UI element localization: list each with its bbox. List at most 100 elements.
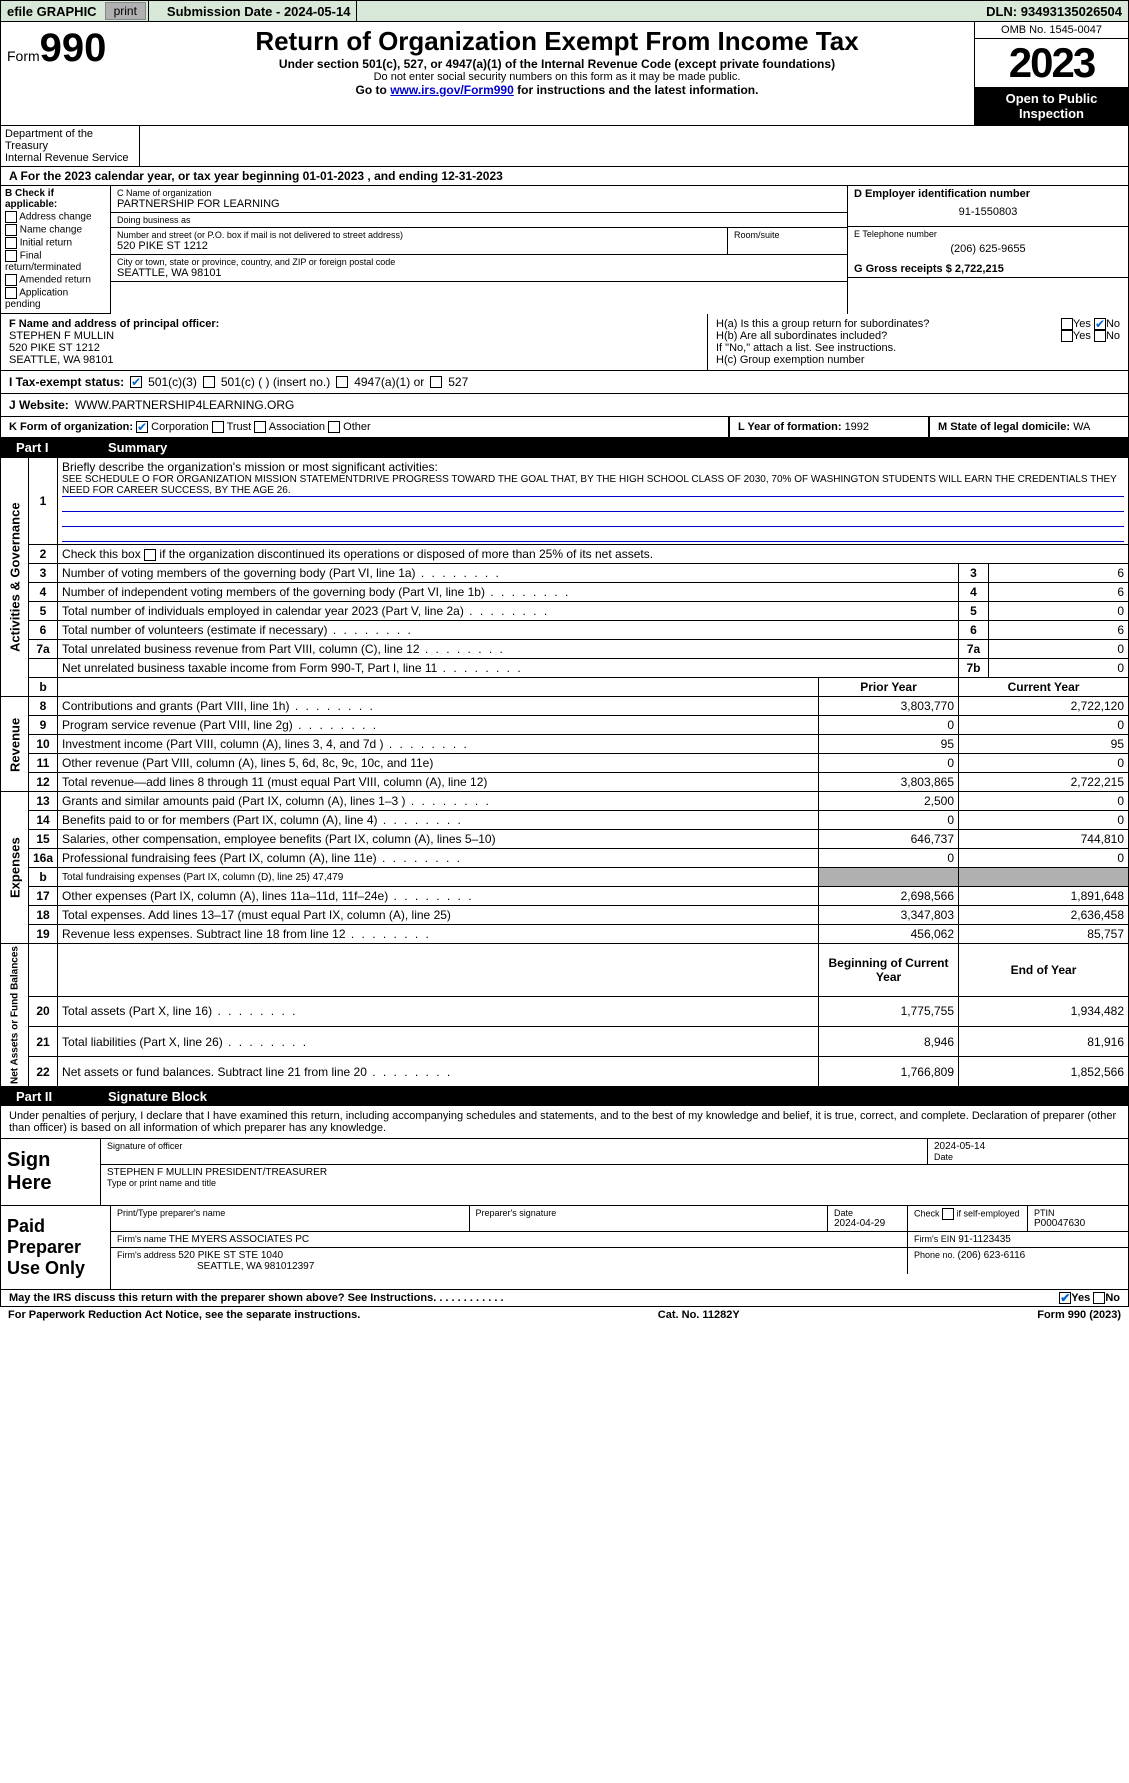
col-b-checkboxes: B Check if applicable: Address change Na…: [1, 186, 111, 314]
side-net-assets: Net Assets or Fund Balances: [1, 944, 29, 1087]
table-row: 10Investment income (Part VIII, column (…: [1, 735, 1129, 754]
side-expenses: Expenses: [1, 792, 29, 944]
chk-initial-return[interactable]: Initial return: [5, 237, 106, 249]
ein: 91-1550803: [854, 200, 1122, 224]
table-row: 3Number of voting members of the governi…: [1, 564, 1129, 583]
form-number-cell: Form990: [0, 22, 140, 126]
summary-table: Activities & Governance 1 Briefly descri…: [0, 457, 1129, 1087]
table-row: 18Total expenses. Add lines 13–17 (must …: [1, 906, 1129, 925]
table-row: Net unrelated business taxable income fr…: [1, 659, 1129, 678]
year-cell: OMB No. 1545-0047 2023 Open to Public In…: [974, 22, 1129, 126]
discuss-no[interactable]: [1093, 1292, 1105, 1304]
org-name: PARTNERSHIP FOR LEARNING: [117, 198, 841, 210]
dept-treasury: Department of the Treasury Internal Reve…: [0, 126, 140, 167]
chk-corporation[interactable]: [136, 421, 148, 433]
table-row: 7aTotal unrelated business revenue from …: [1, 640, 1129, 659]
table-row: 16aProfessional fundraising fees (Part I…: [1, 849, 1129, 868]
principal-officer: F Name and address of principal officer:…: [1, 314, 708, 370]
side-revenue: Revenue: [1, 697, 29, 792]
table-row: 22Net assets or fund balances. Subtract …: [1, 1057, 1129, 1087]
efile-label: efile GRAPHIC: [1, 4, 103, 19]
chk-527[interactable]: [430, 376, 442, 388]
gross-receipts: G Gross receipts $ 2,722,215: [854, 263, 1004, 275]
chk-final-return[interactable]: Final return/terminated: [5, 250, 106, 273]
city-state-zip: SEATTLE, WA 98101: [117, 267, 841, 279]
table-row: 19Revenue less expenses. Subtract line 1…: [1, 925, 1129, 944]
side-activities-governance: Activities & Governance: [1, 458, 29, 697]
open-public-badge: Open to Public Inspection: [975, 87, 1128, 125]
telephone: (206) 625-9655: [854, 239, 1122, 259]
chk-501c[interactable]: [203, 376, 215, 388]
table-row: 9Program service revenue (Part VIII, lin…: [1, 716, 1129, 735]
title-cell: Return of Organization Exempt From Incom…: [140, 22, 974, 126]
chk-address-change[interactable]: Address change: [5, 211, 106, 223]
room-suite-label: Room/suite: [734, 230, 841, 240]
instructions-link: Go to www.irs.gov/Form990 for instructio…: [148, 83, 966, 97]
ptin: P00047630: [1034, 1218, 1122, 1229]
sign-here-label: Sign Here: [1, 1139, 101, 1205]
dln: DLN: 93493135026504: [980, 4, 1128, 19]
table-row: 17Other expenses (Part IX, column (A), l…: [1, 887, 1129, 906]
table-row: 12Total revenue—add lines 8 through 11 (…: [1, 773, 1129, 792]
part1-header: Part I Summary: [0, 438, 1129, 457]
top-bar: efile GRAPHIC print Submission Date - 20…: [0, 0, 1129, 22]
firm-phone: (206) 623-6116: [958, 1250, 1026, 1261]
firm-ein: 91-1123435: [958, 1234, 1011, 1245]
chk-other[interactable]: [328, 421, 340, 433]
sign-date: 2024-05-14: [934, 1141, 1122, 1152]
chk-name-change[interactable]: Name change: [5, 224, 106, 236]
subtitle: Under section 501(c), 527, or 4947(a)(1)…: [148, 57, 966, 71]
group-return-section: H(a) Is this a group return for subordin…: [708, 314, 1128, 370]
omb-number: OMB No. 1545-0047: [975, 22, 1128, 39]
table-row: 11Other revenue (Part VIII, column (A), …: [1, 754, 1129, 773]
street-address: 520 PIKE ST 1212: [117, 240, 721, 252]
end-year-header: End of Year: [959, 944, 1129, 996]
col-c-name-address: C Name of organization PARTNERSHIP FOR L…: [111, 186, 848, 314]
mission-text: SEE SCHEDULE O FOR ORGANIZATION MISSION …: [62, 474, 1124, 497]
form-header: Form990 Return of Organization Exempt Fr…: [0, 22, 1129, 126]
chk-501c3[interactable]: [130, 376, 142, 388]
ssn-warning: Do not enter social security numbers on …: [148, 71, 966, 83]
website-url: WWW.PARTNERSHIP4LEARNING.ORG: [75, 398, 295, 412]
state-domicile: WA: [1073, 421, 1090, 433]
form-page: Form 990 (2023): [1037, 1309, 1121, 1321]
table-row: 15Salaries, other compensation, employee…: [1, 830, 1129, 849]
firm-name: THE MYERS ASSOCIATES PC: [169, 1234, 309, 1245]
org-form-row: K Form of organization: Corporation Trus…: [0, 417, 1129, 438]
table-row: 20Total assets (Part X, line 16)1,775,75…: [1, 996, 1129, 1026]
chk-trust[interactable]: [212, 421, 224, 433]
print-button[interactable]: print: [105, 2, 146, 20]
discuss-row: May the IRS discuss this return with the…: [0, 1290, 1129, 1307]
firm-address: 520 PIKE ST STE 1040: [178, 1250, 283, 1261]
current-year-header: Current Year: [959, 678, 1129, 697]
table-row: 21Total liabilities (Part X, line 26)8,9…: [1, 1026, 1129, 1056]
paid-preparer-label: Paid Preparer Use Only: [1, 1206, 111, 1289]
period-line: A For the 2023 calendar year, or tax yea…: [0, 167, 1129, 186]
part2-header: Part II Signature Block: [0, 1087, 1129, 1106]
footer-row: For Paperwork Reduction Act Notice, see …: [0, 1307, 1129, 1323]
website-row: J Website: WWW.PARTNERSHIP4LEARNING.ORG: [0, 394, 1129, 417]
perjury-statement: Under penalties of perjury, I declare th…: [0, 1106, 1129, 1139]
chk-amended[interactable]: Amended return: [5, 274, 106, 286]
paid-preparer-block: Paid Preparer Use Only Print/Type prepar…: [0, 1206, 1129, 1290]
sign-here-block: Sign Here Signature of officer 2024-05-1…: [0, 1139, 1129, 1206]
beginning-year-header: Beginning of Current Year: [819, 944, 959, 996]
table-row: 5Total number of individuals employed in…: [1, 602, 1129, 621]
table-row: 4Number of independent voting members of…: [1, 583, 1129, 602]
col-d-right: D Employer identification number 91-1550…: [848, 186, 1128, 314]
discuss-yes[interactable]: [1059, 1292, 1071, 1304]
main-title: Return of Organization Exempt From Incom…: [148, 26, 966, 57]
table-row: bTotal fundraising expenses (Part IX, co…: [1, 868, 1129, 887]
chk-app-pending[interactable]: Application pending: [5, 287, 106, 310]
chk-association[interactable]: [254, 421, 266, 433]
submission-date: Submission Date - 2024-05-14: [161, 4, 357, 19]
table-row: 6Total number of volunteers (estimate if…: [1, 621, 1129, 640]
tax-exempt-status-row: I Tax-exempt status: 501(c)(3) 501(c) ( …: [0, 371, 1129, 394]
prior-year-header: Prior Year: [819, 678, 959, 697]
irs-link[interactable]: www.irs.gov/Form990: [390, 83, 514, 97]
officer-name: STEPHEN F MULLIN PRESIDENT/TREASURER: [107, 1167, 1122, 1178]
chk-4947[interactable]: [336, 376, 348, 388]
cat-no: Cat. No. 11282Y: [658, 1309, 740, 1321]
entity-info-grid: B Check if applicable: Address change Na…: [0, 186, 1129, 314]
line-2: Check this box if the organization disco…: [58, 545, 1129, 564]
